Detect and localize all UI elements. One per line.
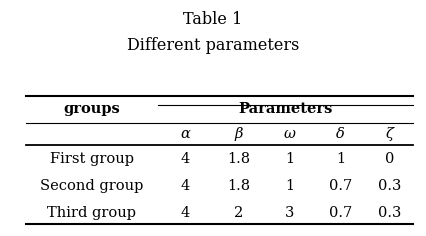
Text: 4: 4 bbox=[181, 179, 190, 193]
Text: 0.7: 0.7 bbox=[329, 206, 352, 220]
Text: Third group: Third group bbox=[47, 206, 136, 220]
Text: Second group: Second group bbox=[40, 179, 143, 193]
Text: 4: 4 bbox=[181, 206, 190, 220]
Text: 3: 3 bbox=[285, 206, 294, 220]
Text: ζ: ζ bbox=[386, 127, 394, 141]
Text: 0: 0 bbox=[385, 152, 394, 166]
Text: α: α bbox=[180, 127, 190, 141]
Text: 4: 4 bbox=[181, 152, 190, 166]
Text: 2: 2 bbox=[234, 206, 243, 220]
Text: 1: 1 bbox=[285, 152, 294, 166]
Text: 1: 1 bbox=[336, 152, 345, 166]
Text: 1: 1 bbox=[285, 179, 294, 193]
Text: δ: δ bbox=[337, 127, 345, 141]
Text: 1.8: 1.8 bbox=[227, 152, 250, 166]
Text: Parameters: Parameters bbox=[238, 102, 333, 116]
Text: ω: ω bbox=[284, 127, 296, 141]
Text: 0.7: 0.7 bbox=[329, 179, 352, 193]
Text: groups: groups bbox=[63, 102, 120, 116]
Text: First group: First group bbox=[49, 152, 134, 166]
Text: 0.3: 0.3 bbox=[378, 179, 401, 193]
Text: β: β bbox=[234, 127, 243, 141]
Text: 1.8: 1.8 bbox=[227, 179, 250, 193]
Text: Different parameters: Different parameters bbox=[127, 37, 299, 54]
Text: Table 1: Table 1 bbox=[183, 11, 243, 28]
Text: 0.3: 0.3 bbox=[378, 206, 401, 220]
